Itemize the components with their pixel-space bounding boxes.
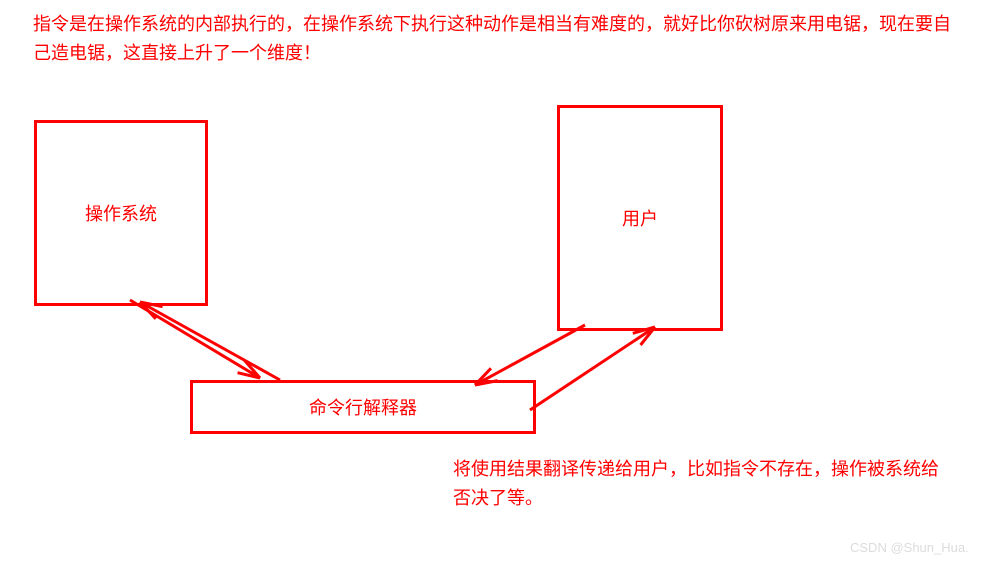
- intro-paragraph: 指令是在操作系统的内部执行的，在操作系统下执行这种动作是相当有难度的，就好比你砍…: [33, 10, 953, 68]
- explanation-paragraph: 将使用结果翻译传递给用户，比如指令不存在，操作被系统给否决了等。: [453, 455, 948, 513]
- watermark-text: CSDN @Shun_Hua.: [850, 540, 969, 555]
- node-user: 用户: [557, 105, 723, 331]
- node-os-label: 操作系统: [85, 200, 157, 226]
- node-operating-system: 操作系统: [34, 120, 208, 306]
- node-user-label: 用户: [622, 205, 658, 231]
- node-cli-label: 命令行解释器: [309, 394, 417, 420]
- node-cli: 命令行解释器: [190, 380, 536, 434]
